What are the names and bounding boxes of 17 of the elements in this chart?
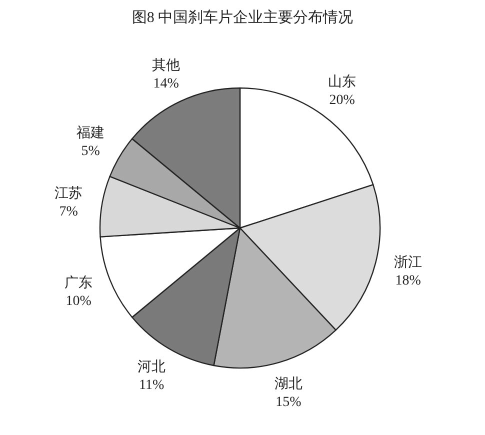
slice-label: 福建: [76, 125, 105, 142]
slice-label: 湖北: [274, 376, 302, 392]
slice-label: 山东: [328, 74, 356, 90]
data-label: 11%: [139, 378, 165, 394]
data-label: 10%: [66, 294, 92, 309]
data-label: 14%: [153, 76, 180, 92]
data-label: 7%: [59, 204, 78, 220]
data-label: 18%: [395, 273, 422, 288]
chart-title: 图8 中国刹车片企业主要分布情况: [132, 9, 354, 26]
slice-label: 其他: [152, 57, 180, 74]
slice-label: 河北: [138, 359, 166, 376]
data-label: 15%: [276, 395, 302, 410]
data-label: 5%: [81, 144, 100, 160]
data-label: 20%: [329, 92, 356, 108]
slice-label: 浙江: [394, 254, 422, 270]
slice-label: 江苏: [54, 185, 83, 202]
slice-label: 广东: [64, 274, 93, 291]
